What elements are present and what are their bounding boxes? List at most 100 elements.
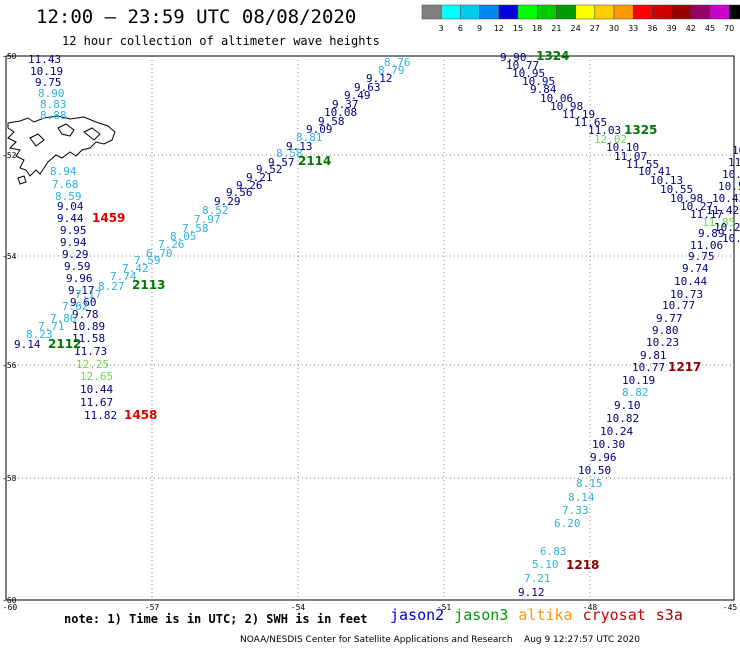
wave-height-label: 7.42: [122, 262, 149, 275]
wave-height-label: 10.44: [674, 275, 707, 288]
scale-tick-label: 30: [609, 24, 619, 33]
note-text: note: 1) Time is in UTC; 2) SWH is in fe…: [64, 612, 368, 626]
wave-height-label: 9.13: [286, 140, 313, 153]
wave-height-label: 10: [732, 144, 740, 157]
scale-tick-label: 24: [571, 24, 581, 33]
wave-height-label: 8.79: [378, 64, 405, 77]
wave-height-label: 9.17: [68, 284, 95, 297]
wave-height-label: 8.14: [568, 491, 595, 504]
lat-tick-label: -50: [2, 52, 17, 61]
wave-height-label: 11.42: [706, 204, 739, 217]
wave-height-label: 11.03: [588, 124, 621, 137]
satellite-legend: jason2 jason3 altika cryosat s3a: [390, 606, 693, 624]
scale-swatch: [421, 4, 442, 20]
wave-height-label: 9.84: [530, 83, 557, 96]
wave-height-label: 7.21: [524, 572, 551, 585]
wave-height-label: 11.06: [690, 239, 723, 252]
wave-height-label: 11: [728, 156, 740, 169]
axis-labels: -60 -57 -54 -51 -48 -45 -50 -52 -54 -56 -58 -60: [2, 52, 737, 612]
lat-tick-label: -54: [2, 252, 17, 261]
wave-height-label: 10.06: [540, 92, 573, 105]
scale-swatch: [690, 4, 711, 20]
wave-height-label: 9.75: [35, 76, 62, 89]
wave-height-label: 9.09: [306, 123, 333, 136]
wave-height-label: 10.50: [578, 464, 611, 477]
scale-swatch: [575, 4, 596, 20]
wave-height-label: 10.77: [506, 59, 539, 72]
pass-time-label: 1324: [536, 49, 569, 63]
scale-swatch: [536, 4, 557, 20]
wave-height-label: 11.55: [626, 158, 659, 171]
falkland-islands-coastline: [7, 115, 116, 185]
wave-height-label: 10.7: [722, 232, 740, 245]
lon-tick-label: -57: [145, 603, 160, 612]
pass-time-label: 1218: [566, 558, 599, 572]
wave-height-label: 8.52: [202, 204, 229, 217]
wave-height-label: 9.58: [318, 115, 345, 128]
wave-height-label: 11.43: [28, 53, 61, 66]
wave-height-label: 9.29: [62, 248, 89, 261]
wave-height-label: 8.94: [50, 165, 77, 178]
wave-height-label: 11.73: [74, 345, 107, 358]
wave-height-label: 9.59: [64, 260, 91, 273]
wave-height-labels: 11.4310.199.758.908.838.888.947.688.599.…: [14, 51, 740, 599]
wave-height-label: 10.10: [606, 141, 639, 154]
wave-height-label: 7.17: [75, 288, 102, 301]
wave-height-label: 9.90: [500, 51, 527, 64]
wave-height-label: 9.78: [72, 308, 99, 321]
wave-height-label: 8.27: [98, 280, 125, 293]
wave-height-label: 10.77: [632, 361, 665, 374]
wave-height-label: 7.33: [562, 504, 589, 517]
wave-height-label: 9.56: [226, 186, 253, 199]
satellite-jason3: jason3: [454, 606, 509, 624]
wave-height-label: 9.96: [590, 451, 617, 464]
wave-height-label: 11.17: [690, 208, 723, 221]
wave-height-label: 7.74: [110, 270, 137, 283]
scale-tick-label: 18: [532, 24, 542, 33]
wave-height-label: 9.96: [66, 272, 93, 285]
wave-height-label: 11.19: [562, 108, 595, 121]
wave-height-label: 10.24: [600, 425, 633, 438]
wave-height-label: 10.13: [650, 174, 683, 187]
wave-height-label: 9.12: [366, 72, 393, 85]
wave-height-label: 6.83: [540, 545, 567, 558]
graticule: [6, 56, 734, 600]
wave-height-label: 6.20: [554, 517, 581, 530]
scale-swatch: [498, 4, 519, 20]
scale-swatch: [556, 4, 576, 20]
wave-height-label: 9.77: [656, 312, 683, 325]
wave-height-label: 9.29: [214, 195, 241, 208]
wave-height-label: 9.52: [256, 163, 283, 176]
lon-tick-label: -51: [437, 603, 452, 612]
map-frame: [5, 55, 735, 601]
scale-tick-label: 12: [494, 24, 504, 33]
wave-height-label: 8.76: [384, 56, 411, 69]
wave-height-label: 8.59: [55, 190, 82, 203]
wave-height-label: 12.02: [594, 133, 627, 146]
wave-height-label: 6.70: [146, 247, 173, 260]
wave-height-label: 7.68: [52, 178, 79, 191]
wave-height-label: 9.81: [640, 349, 667, 362]
wave-height-label: 8.88: [40, 109, 67, 122]
wave-height-label: 7.86: [50, 312, 77, 325]
scale-tick-label: 9: [477, 24, 482, 33]
scale-swatch: [440, 4, 461, 20]
scale-swatch: [594, 4, 615, 20]
scale-tick-label: 21: [551, 24, 561, 33]
lat-tick-label: -58: [2, 474, 17, 483]
wave-height-label: 12.25: [76, 358, 109, 371]
pass-time-label: 2114: [298, 154, 331, 168]
footer-timestamp: Aug 9 12:27:57 UTC 2020: [524, 635, 640, 645]
wave-height-label: 10.23: [646, 336, 679, 349]
scale-tick-label: 6: [458, 24, 463, 33]
lat-tick-label: -56: [2, 361, 17, 370]
wave-height-label: 9.04: [57, 200, 84, 213]
lat-tick-label: -60: [2, 596, 17, 605]
wave-height-label: 10.95: [512, 67, 545, 80]
wave-height-label: 7.62: [62, 300, 89, 313]
scale-tick-label: 33: [628, 24, 638, 33]
wave-height-label: 10.27: [680, 200, 713, 213]
chart-subtitle: 12 hour collection of altimeter wave hei…: [62, 34, 380, 48]
